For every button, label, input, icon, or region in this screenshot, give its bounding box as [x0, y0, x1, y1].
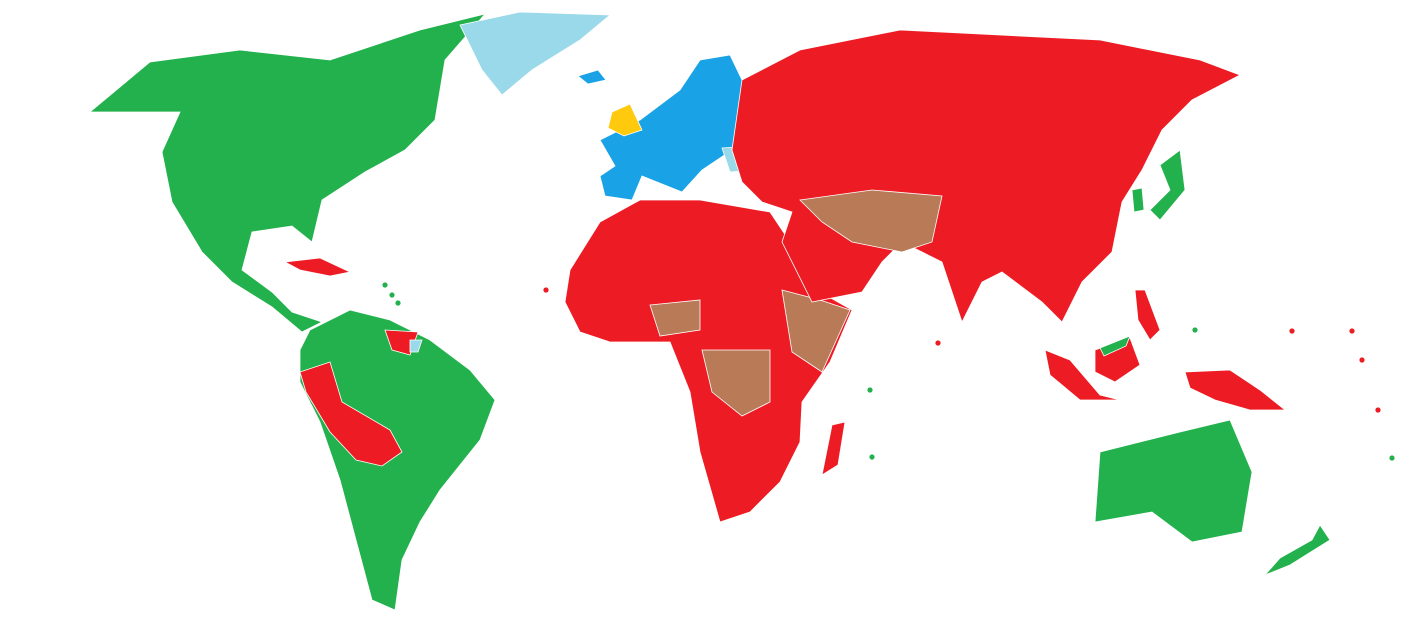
island	[542, 286, 550, 294]
korea	[1131, 187, 1145, 213]
peru-bolivia	[299, 361, 403, 467]
island	[388, 291, 396, 299]
island	[1288, 327, 1296, 335]
asia	[731, 29, 1241, 324]
island	[1358, 356, 1366, 364]
nigeria	[649, 299, 701, 337]
cuba	[283, 257, 352, 277]
island	[1191, 326, 1199, 334]
iceland	[577, 69, 607, 85]
french-guiana	[409, 339, 423, 353]
europe	[599, 54, 743, 201]
island	[934, 339, 942, 347]
middle-east	[799, 189, 943, 253]
congo	[701, 349, 771, 417]
island	[1374, 406, 1382, 414]
japan	[1149, 149, 1186, 221]
island	[394, 299, 402, 307]
island	[868, 453, 876, 461]
indonesia-west	[1044, 349, 1121, 401]
island	[866, 386, 874, 394]
island	[381, 281, 389, 289]
new-guinea	[1184, 369, 1287, 411]
malaysia-east	[1099, 335, 1131, 357]
south-america	[299, 309, 496, 611]
madagascar	[821, 421, 846, 476]
australia	[1094, 419, 1253, 543]
island	[1348, 327, 1356, 335]
philippines	[1134, 289, 1161, 341]
greenland	[459, 11, 612, 96]
island	[1388, 454, 1396, 462]
new-zealand	[1264, 524, 1331, 576]
north-america	[88, 13, 487, 333]
united-kingdom	[607, 103, 643, 137]
